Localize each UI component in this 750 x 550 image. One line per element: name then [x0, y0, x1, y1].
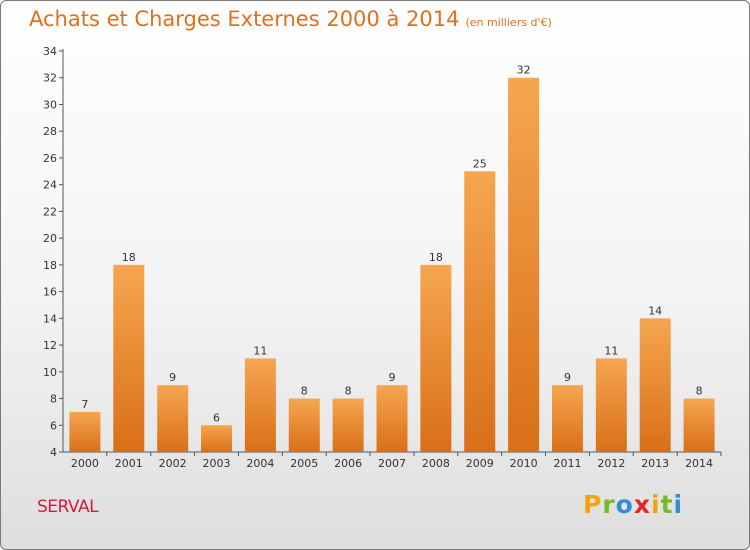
x-tick-label-2013: 2013 [641, 457, 669, 470]
bar-2002 [157, 385, 189, 452]
bar-2001 [113, 264, 145, 452]
y-tick-label: 24 [43, 179, 57, 192]
y-tick-label: 18 [43, 259, 57, 272]
bar-2004 [244, 358, 276, 452]
logo-letter: P [583, 490, 603, 519]
x-tick-label-2005: 2005 [290, 457, 318, 470]
bar-2007 [376, 385, 408, 452]
x-tick-label-2003: 2003 [203, 457, 231, 470]
x-tick-label-2001: 2001 [115, 457, 143, 470]
value-label-2011: 9 [564, 371, 571, 384]
y-tick-label: 8 [50, 393, 57, 406]
logo-letter: i [673, 490, 684, 519]
value-label-2002: 9 [169, 371, 176, 384]
logo-letter: i [651, 490, 661, 519]
x-tick-label-2014: 2014 [685, 457, 713, 470]
value-label-2013: 14 [648, 304, 662, 317]
logo-letter: o [615, 490, 634, 519]
x-tick-label-2012: 2012 [597, 457, 625, 470]
y-tick-label: 10 [43, 366, 57, 379]
commune-name: SERVAL [37, 497, 99, 517]
y-tick-label: 30 [43, 98, 57, 111]
value-label-2005: 8 [301, 385, 308, 398]
value-label-2003: 6 [213, 411, 220, 424]
x-tick-label-2000: 2000 [71, 457, 99, 470]
y-tick-label: 22 [43, 205, 57, 218]
chart-title: Achats et Charges Externes 2000 à 2014 (e… [29, 7, 552, 31]
value-label-2009: 25 [473, 157, 487, 170]
logo-letter: x [633, 490, 651, 519]
logo-letter: t [660, 490, 674, 519]
y-tick-label: 12 [43, 339, 57, 352]
x-tick-label-2002: 2002 [159, 457, 187, 470]
bar-2014 [683, 398, 715, 452]
y-tick-label: 6 [50, 419, 57, 432]
value-label-2001: 18 [122, 251, 136, 264]
bar-2000 [69, 411, 101, 452]
axes: 4 6 8 10 12 14 16 18 20 22 24 26 28 30 32 34 2000 2001 200… [43, 45, 722, 470]
y-tick-label: 32 [43, 72, 57, 85]
value-label-2010: 32 [517, 64, 531, 77]
x-tick-label-2011: 2011 [553, 457, 581, 470]
value-label-2008: 18 [429, 251, 443, 264]
x-tick-label-2006: 2006 [334, 457, 362, 470]
value-label-2014: 8 [696, 385, 703, 398]
bars: 7 18 9 6 11 8 8 9 18 25 32 9 11 14 8 [69, 64, 715, 453]
value-label-2004: 11 [253, 344, 267, 357]
bar-2012 [595, 358, 627, 452]
x-tick-label-2004: 2004 [246, 457, 274, 470]
x-tick-label-2009: 2009 [466, 457, 494, 470]
proxiti-logo: Proxiti [583, 490, 683, 519]
y-tick-label: 16 [43, 286, 57, 299]
y-tick-label: 14 [43, 312, 57, 325]
value-label-2007: 9 [389, 371, 396, 384]
bar-2006 [332, 398, 364, 452]
y-tick-label: 34 [43, 45, 57, 58]
bar-2009 [464, 171, 496, 453]
bar-2008 [420, 264, 452, 452]
y-tick-label: 4 [50, 446, 57, 459]
bar-2010 [508, 77, 540, 452]
value-label-2000: 7 [81, 398, 88, 411]
chart-title-text: Achats et Charges Externes 2000 à 2014 [29, 7, 460, 31]
value-label-2012: 11 [604, 344, 618, 357]
logo-letter: r [602, 490, 616, 519]
unit-label: (en milliers d'€) [465, 16, 552, 29]
bar-2011 [551, 385, 583, 452]
value-label-2006: 8 [345, 385, 352, 398]
x-tick-label-2010: 2010 [510, 457, 538, 470]
y-tick-label: 20 [43, 232, 57, 245]
x-tick-label-2008: 2008 [422, 457, 450, 470]
y-tick-label: 26 [43, 152, 57, 165]
bar-2013 [639, 318, 671, 452]
bar-2005 [288, 398, 320, 452]
bar-2003 [201, 425, 233, 452]
y-tick-label: 28 [43, 125, 57, 138]
x-tick-label-2007: 2007 [378, 457, 406, 470]
